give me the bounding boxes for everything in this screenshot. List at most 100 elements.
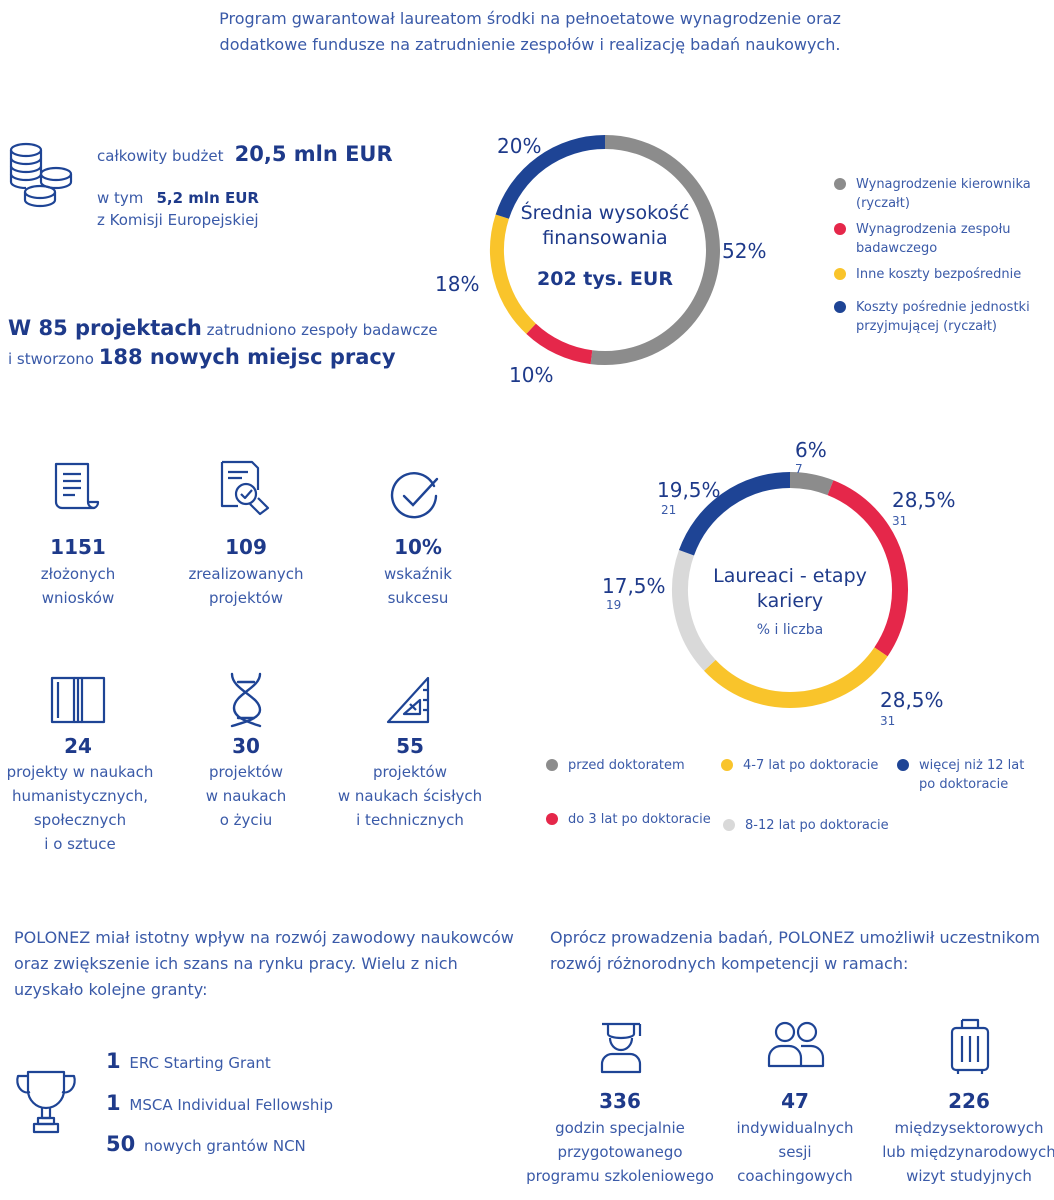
funding-legend-item: Wynagrodzenia zespołu badawczego [834, 220, 1034, 258]
stat-num: 1151 [50, 535, 106, 559]
career-donut-chart [672, 472, 908, 708]
funding-legend-label: Inne koszty bezpośrednie [856, 267, 1022, 282]
total-budget: całkowity budżet 20,5 mln EUR [97, 142, 393, 166]
book-icon [48, 670, 108, 734]
grant-line: 1 ERC Starting Grant [106, 1049, 271, 1073]
stat-text: indywidualnych sesji coachingowych [736, 1119, 854, 1185]
legend-dot-icon [546, 813, 558, 825]
stat-text: projekty w naukach humanistycznych, społ… [6, 763, 154, 853]
funding-legend-label: Wynagrodzenia zespołu badawczego [856, 222, 1011, 256]
grant-num: 50 [106, 1132, 136, 1156]
career-slice-4 [672, 550, 716, 671]
career-label-4-7: 28,5% [880, 688, 944, 712]
stat-text: projektów w naukach ścisłych i techniczn… [337, 763, 483, 829]
ec-budget: w tym 5,2 mln EUR [97, 188, 259, 207]
funding-legend-item: Wynagrodzenie kierownika (ryczałt) [834, 175, 1034, 213]
legend-dot-icon [834, 178, 846, 190]
career-legend-item: przed doktoratem [546, 756, 685, 775]
grant-num: 1 [106, 1049, 121, 1073]
career-legend-label: przed doktoratem [568, 758, 685, 773]
career-center-sub: % i liczba [756, 622, 824, 638]
stat-num: 24 [64, 734, 92, 758]
funding-center-title: Średnia wysokość finansowania [520, 202, 690, 249]
projects-line-2: i stworzono 188 nowych miejsc pracy [8, 345, 396, 369]
career-count-8-12: 19 [606, 598, 622, 612]
funding-legend: Wynagrodzenie kierownika (ryczałt) Wynag… [834, 175, 1034, 336]
legend-dot-icon [723, 819, 735, 831]
legend-dot-icon [834, 301, 846, 313]
stat-text: złożonych wniosków [40, 565, 116, 607]
funding-slice-2 [526, 323, 593, 365]
funding-slice-4 [495, 135, 606, 219]
set-square-icon [386, 674, 446, 738]
funding-label-team: 10% [509, 363, 554, 387]
checkmark-circle-icon [386, 466, 446, 530]
legend-dot-icon [897, 759, 909, 771]
career-count-pre-phd: 7 [795, 462, 803, 476]
impact-paragraph: POLONEZ miał istotny wpływ na rozwój zaw… [14, 928, 514, 999]
funding-legend-item: Koszty pośrednie jednostki przyjmującej … [834, 298, 1034, 336]
dna-icon [216, 670, 276, 734]
funding-center-value: 202 tys. EUR [537, 268, 673, 290]
career-count-4-7: 31 [880, 714, 896, 728]
projects-line-1-rest: zatrudniono zespoły badawcze [206, 321, 438, 339]
funding-legend-label: Wynagrodzenie kierownika (ryczałt) [856, 177, 1031, 211]
stat-num: 336 [599, 1089, 641, 1113]
grant-line: 50 nowych grantów NCN [106, 1132, 306, 1156]
career-legend-label: więcej niż 12 lat po doktoracie [919, 758, 1025, 792]
document-icon [48, 458, 108, 522]
career-legend-label: do 3 lat po doktoracie [568, 812, 711, 827]
projects-line-1: W 85 projektach zatrudniono zespoły bada… [8, 316, 438, 340]
career-count-12plus: 21 [661, 503, 677, 517]
projects-line-2-prefix: i stworzono [8, 350, 94, 368]
total-budget-value: 20,5 mln EUR [234, 142, 393, 166]
funding-slice-3 [490, 214, 536, 334]
funding-slice-1 [590, 135, 720, 365]
legend-dot-icon [546, 759, 558, 771]
stat-text: wskaźnik sukcesu [384, 565, 452, 607]
stat-num: 55 [396, 734, 424, 758]
career-slice-5 [678, 472, 791, 556]
people-icon [765, 1018, 825, 1074]
ec-budget-value: 5,2 mln EUR [156, 189, 259, 207]
stat-text: godzin specjalnie przygotowanego program… [526, 1119, 714, 1185]
funding-label-direct: 18% [435, 272, 480, 296]
suitcase-icon [948, 1018, 992, 1080]
career-legend-label: 8-12 lat po doktoracie [745, 818, 889, 833]
career-legend-item: 8-12 lat po doktoracie [723, 816, 889, 835]
funding-donut-chart [490, 135, 720, 365]
grant-label: ERC Starting Grant [129, 1054, 271, 1072]
skills-paragraph: Oprócz prowadzenia badań, POLONEZ umożli… [550, 928, 1040, 973]
funding-label-manager: 52% [722, 239, 767, 263]
document-check-icon [216, 458, 276, 522]
grant-label: MSCA Individual Fellowship [129, 1096, 334, 1114]
career-center-title: Laureaci - etapy kariery [713, 565, 867, 612]
career-label-8-12: 17,5% [602, 574, 666, 598]
intro-text: Program gwarantował laureatom środki na … [219, 9, 841, 54]
career-slice-3 [703, 647, 888, 708]
stat-num: 109 [225, 535, 267, 559]
funding-legend-item: Inne koszty bezpośrednie [834, 265, 1034, 284]
career-label-pre-phd: 6% [795, 438, 827, 462]
career-count-0-3: 31 [892, 514, 908, 528]
legend-dot-icon [834, 268, 846, 280]
career-legend-item: 4-7 lat po doktoracie [721, 756, 878, 775]
stat-num: 10% [394, 535, 442, 559]
career-slice-2 [827, 480, 908, 657]
grant-line: 1 MSCA Individual Fellowship [106, 1091, 333, 1115]
legend-dot-icon [721, 759, 733, 771]
ec-budget-suffix: z Komisji Europejskiej [97, 211, 259, 229]
legend-dot-icon [834, 223, 846, 235]
ec-budget-prefix: w tym [97, 189, 144, 207]
career-legend-item: do 3 lat po doktoracie [546, 810, 711, 829]
funding-legend-label: Koszty pośrednie jednostki przyjmującej … [856, 300, 1030, 334]
career-slice-1 [789, 472, 834, 496]
career-legend-label: 4-7 lat po doktoracie [743, 758, 879, 773]
grant-label: nowych grantów NCN [144, 1137, 306, 1155]
stat-num: 47 [781, 1089, 809, 1113]
stat-num: 226 [948, 1089, 990, 1113]
graduate-icon [596, 1018, 646, 1080]
projects-count: W 85 projektach [8, 316, 202, 340]
coins-icon [8, 140, 76, 212]
trophy-icon [12, 1066, 80, 1142]
